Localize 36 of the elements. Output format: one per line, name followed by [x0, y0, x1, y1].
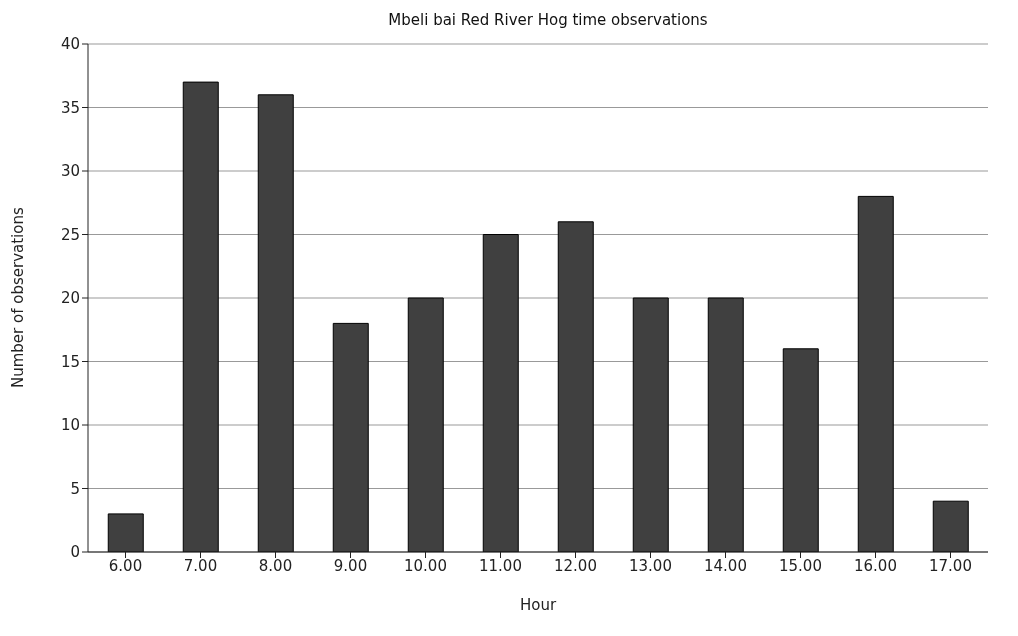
x-tick-label: 10.00	[404, 556, 447, 575]
x-tick-label: 17.00	[929, 556, 972, 575]
x-tick-label: 9.00	[333, 556, 368, 575]
bar	[707, 297, 744, 552]
chart-title: Mbeli bai Red River Hog time observations	[387, 10, 709, 31]
y-axis-title: Number of observations	[9, 207, 28, 388]
bar	[632, 297, 669, 552]
y-tick-label: 20	[60, 289, 80, 308]
x-tick-label: 15.00	[779, 556, 822, 575]
y-tick-label: 25	[60, 225, 80, 244]
bar	[557, 221, 594, 552]
x-tick-label: 16.00	[854, 556, 897, 575]
x-tick-label: 7.00	[183, 556, 218, 575]
y-tick-label: 15	[60, 352, 80, 371]
y-tick-label: 35	[60, 98, 80, 117]
x-axis-title: Hour	[519, 596, 557, 614]
x-tick-label: 13.00	[629, 556, 672, 575]
x-tick-label: 8.00	[258, 556, 293, 575]
x-tick-label: 6.00	[108, 556, 143, 575]
y-tick-label: 10	[60, 416, 80, 435]
bar	[932, 500, 969, 552]
bar	[782, 348, 819, 552]
x-tick-label: 14.00	[704, 556, 747, 575]
bar	[182, 81, 219, 552]
bar	[257, 94, 294, 552]
y-tick-label: 30	[60, 162, 80, 181]
bar	[107, 513, 144, 552]
x-tick-label: 12.00	[554, 556, 597, 575]
y-tick-label: 0	[70, 543, 80, 562]
bar	[407, 297, 444, 552]
bar	[482, 234, 519, 552]
y-tick-label: 40	[60, 35, 80, 54]
y-tick-label: 5	[70, 479, 80, 498]
bar	[332, 322, 369, 552]
x-tick-label: 11.00	[479, 556, 522, 575]
bar	[857, 195, 894, 552]
